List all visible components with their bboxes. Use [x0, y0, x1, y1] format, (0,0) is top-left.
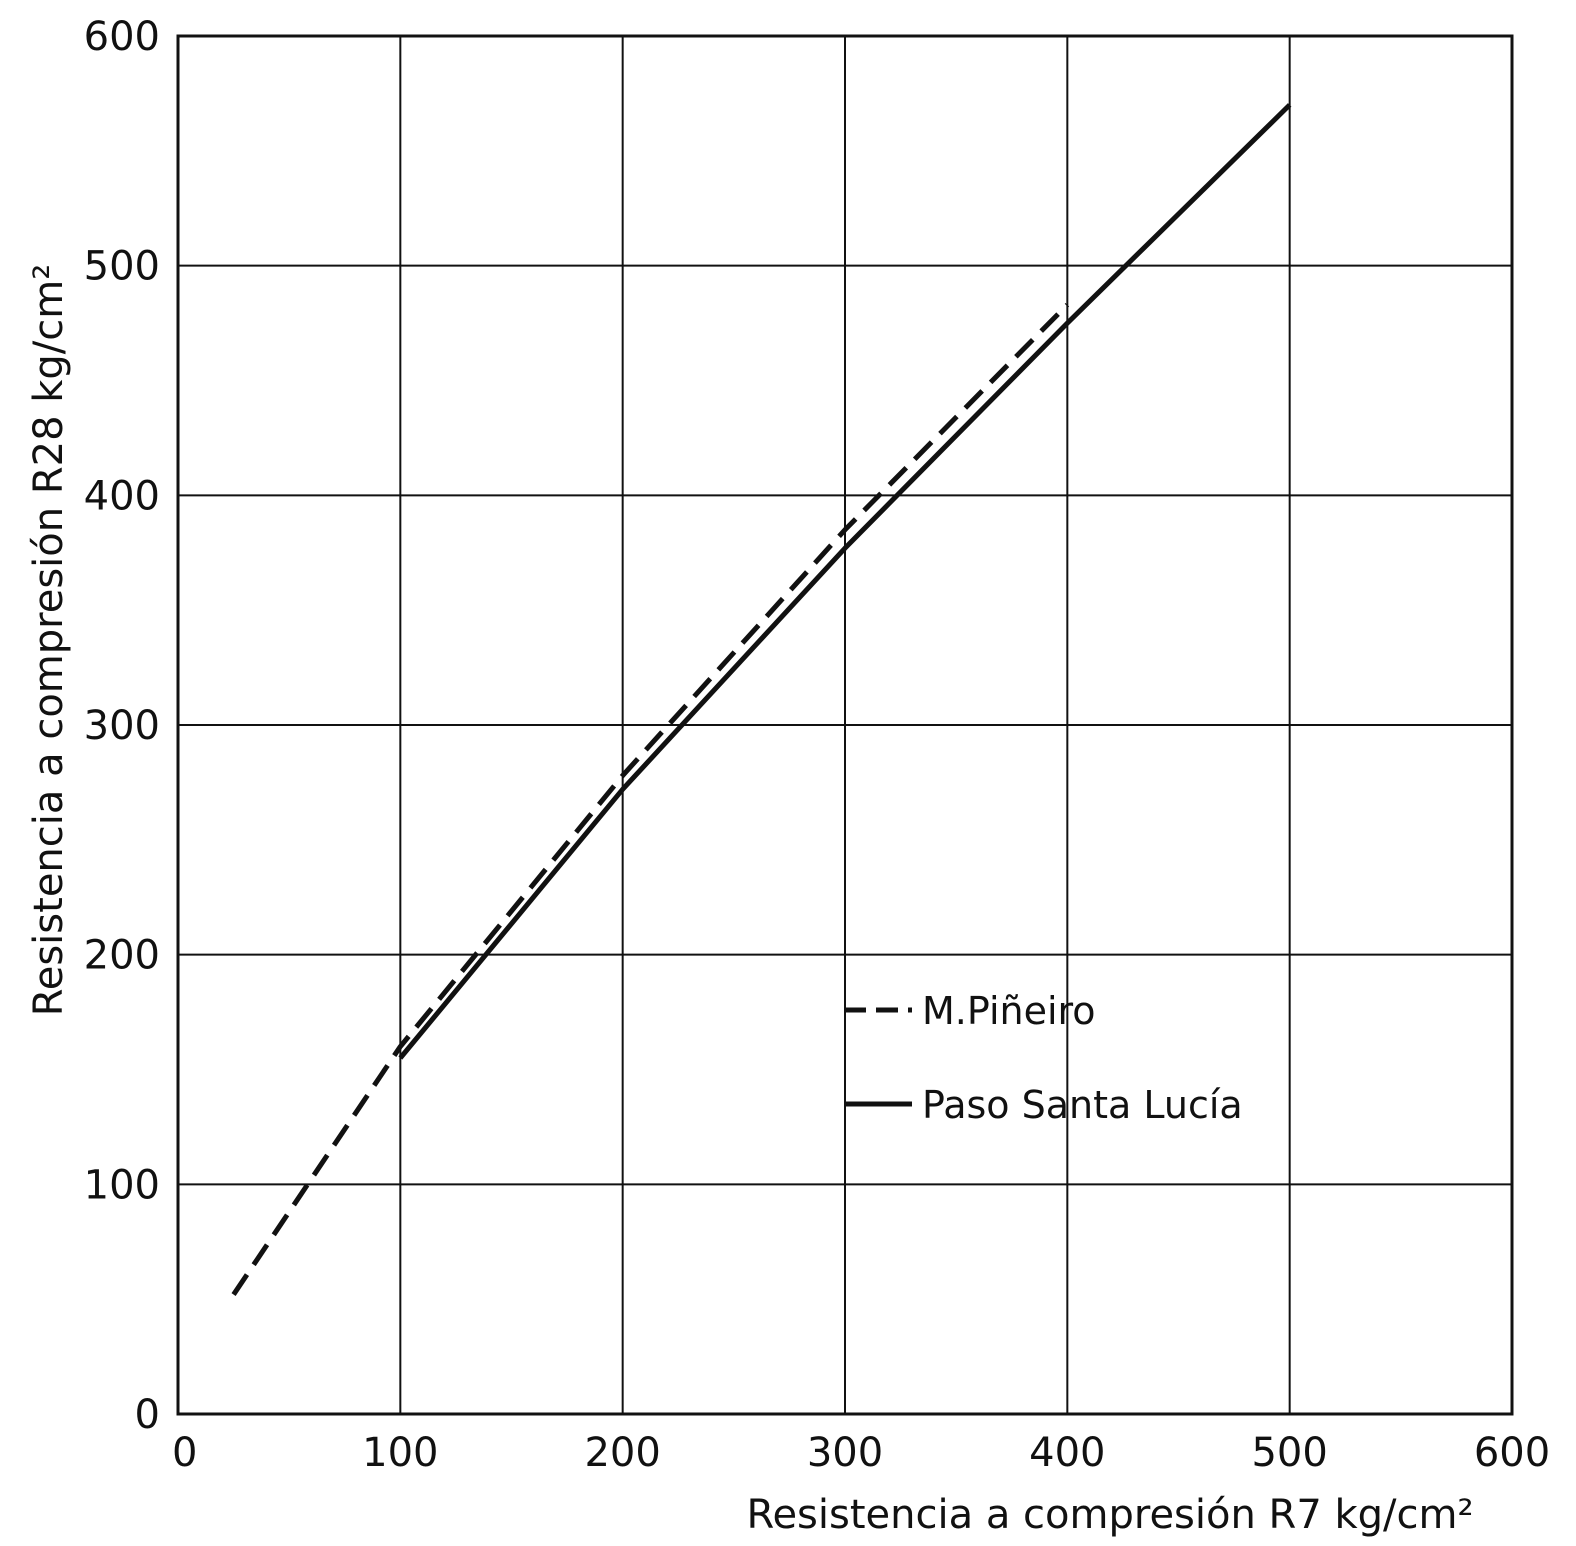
- series-line-1: [398, 103, 1292, 1060]
- y-tick-label: 500: [84, 244, 160, 290]
- y-tick-label: 400: [84, 473, 160, 519]
- x-tick-labels: 0 100 200 300 400 500 600: [172, 1430, 1550, 1476]
- series-line-0: [231, 302, 1070, 1296]
- y-axis-title: Resistencia a compresión R28 kg/cm²: [26, 264, 72, 1017]
- plot-frame: [176, 34, 1514, 1416]
- x-tick-label: 0: [172, 1430, 197, 1476]
- y-tick-label: 200: [84, 933, 160, 979]
- grid: [178, 36, 1512, 1414]
- x-tick-label: 300: [807, 1430, 883, 1476]
- x-tick-label: 400: [1029, 1430, 1105, 1476]
- legend-label-m-pineiro: M.Piñeiro: [922, 989, 1096, 1033]
- legend: M.Piñeiro Paso Santa Lucía: [844, 989, 1243, 1127]
- x-tick-label: 500: [1251, 1430, 1327, 1476]
- y-tick-label: 300: [84, 703, 160, 749]
- series-group: [231, 103, 1292, 1296]
- y-tick-labels: 0 100 200 300 400 500 600: [84, 14, 160, 1438]
- x-tick-label: 600: [1474, 1430, 1550, 1476]
- y-tick-label: 600: [84, 14, 160, 60]
- x-tick-label: 100: [362, 1430, 438, 1476]
- y-tick-label: 0: [135, 1392, 160, 1438]
- legend-label-paso-santa-lucia: Paso Santa Lucía: [922, 1083, 1243, 1127]
- x-axis-title: Resistencia a compresión R7 kg/cm²: [746, 1492, 1473, 1538]
- y-tick-label: 100: [84, 1162, 160, 1208]
- x-tick-label: 200: [584, 1430, 660, 1476]
